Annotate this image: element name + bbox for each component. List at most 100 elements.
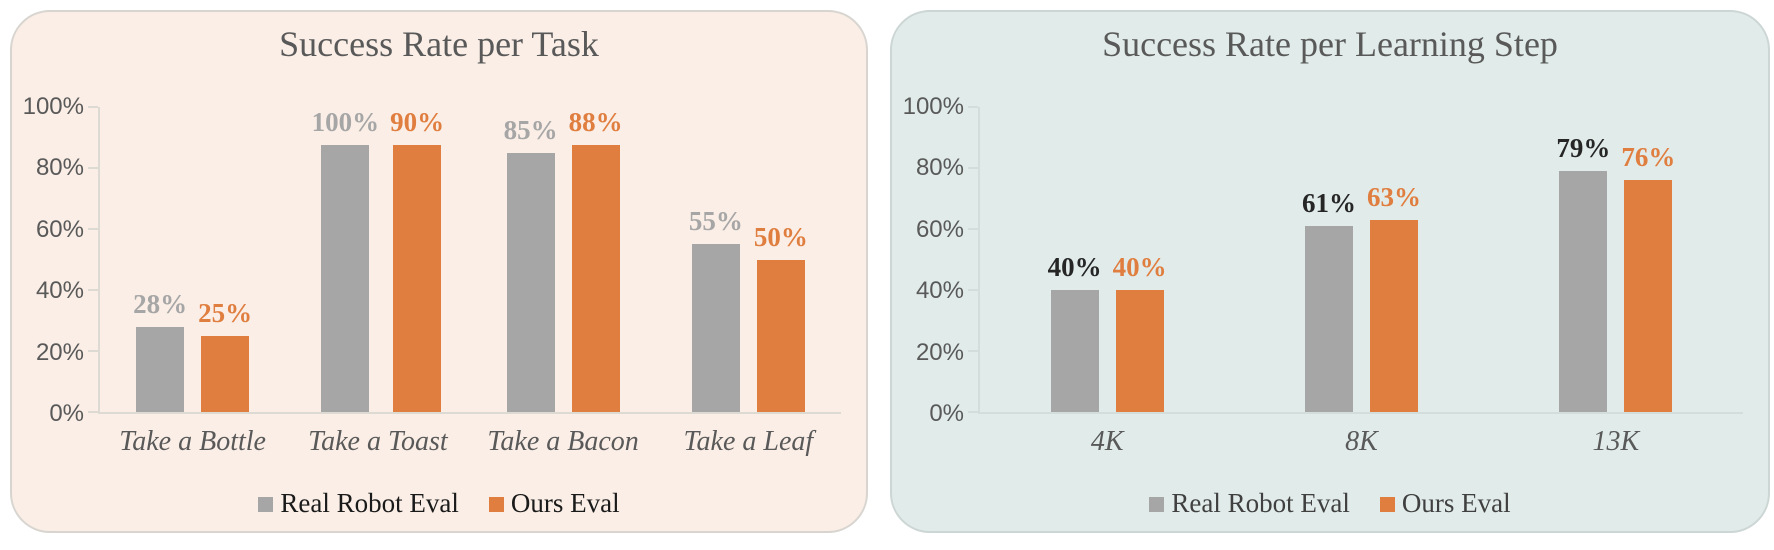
legend-item-real-robot-eval: Real Robot Eval: [258, 486, 459, 520]
bar-column: 76%: [1621, 107, 1675, 412]
bar-column: 25%: [198, 107, 252, 412]
bar-value-label: 61%: [1301, 187, 1356, 218]
bar-column: 88%: [569, 107, 623, 412]
y-axis: 100% 80% 60% 40% 20% 0%: [892, 93, 978, 427]
legend: Real Robot Eval Ours Eval: [892, 486, 1768, 520]
y-axis-tick: [968, 167, 978, 169]
bar-column: 100%: [311, 107, 380, 412]
y-axis-tick: [968, 289, 978, 291]
y-axis-tick: [88, 106, 98, 108]
y-axis-tick-label: 40%: [915, 277, 964, 305]
bar-real-robot-eval: [1304, 225, 1353, 412]
bar-value-label: 76%: [1621, 142, 1676, 173]
chart-panel-success-rate-per-task: Success Rate per Task 100% 80% 60% 40% 20% 0%…: [10, 10, 868, 533]
bar-column: 40%: [1048, 107, 1102, 412]
bar-value-label: 90%: [390, 107, 445, 137]
legend-label: Ours Eval: [1401, 488, 1511, 518]
legend-marker: [258, 497, 274, 512]
y-axis: 100% 80% 60% 40% 20% 0%: [12, 93, 98, 427]
bar-value-label: 85%: [503, 114, 558, 145]
bar-ours-eval: [1624, 180, 1673, 412]
y-axis-tick: [968, 411, 978, 413]
bar-ours-eval: [393, 145, 442, 412]
category-label: Take a Bottle: [119, 426, 266, 457]
bar-value-label: 40%: [1047, 252, 1102, 282]
legend-label: Real Robot Eval: [1171, 488, 1350, 518]
bar-column: 55%: [689, 107, 743, 412]
y-axis-tick-label: 60%: [915, 215, 964, 243]
figure-canvas: Success Rate per Task 100% 80% 60% 40% 20% 0%…: [10, 10, 1770, 533]
y-axis-tick-label: 0%: [49, 400, 84, 427]
chart-title: Success Rate per Task: [279, 24, 599, 64]
bar-group-take-a-leaf: 55% 50%: [656, 107, 841, 412]
y-axis-tick: [968, 106, 978, 108]
bar-pair: 55% 50%: [689, 107, 808, 412]
bar-pair: 40% 40%: [1048, 107, 1167, 412]
plot-area: 40% 40% 61% 63% 79% 76%: [968, 106, 1743, 414]
y-axis-tick-label: 100%: [902, 93, 964, 120]
bar-ours-eval: [756, 259, 805, 412]
bar-column: 63%: [1367, 107, 1421, 412]
y-axis-tick: [88, 411, 98, 413]
legend-item-real-robot-eval: Real Robot Eval: [1149, 486, 1350, 520]
bar-value-label: 100%: [311, 107, 380, 137]
category-label: Take a Leaf: [683, 426, 814, 457]
bar-real-robot-eval: [1050, 290, 1099, 412]
bar-ours-eval: [1115, 290, 1164, 412]
bar-column: 85%: [504, 107, 558, 412]
bar-value-label: 50%: [753, 221, 808, 252]
category-label: 8K: [1345, 426, 1378, 457]
category-label: 4K: [1090, 426, 1124, 457]
category-label: 13K: [1592, 426, 1640, 457]
bar-pair: 61% 63%: [1302, 107, 1421, 412]
y-axis-tick-label: 20%: [915, 338, 964, 366]
y-axis-tick: [968, 228, 978, 230]
bar-column: 79%: [1556, 107, 1610, 412]
category-label: Take a Toast: [308, 426, 448, 457]
y-axis-tick-label: 80%: [35, 154, 84, 182]
legend-item-ours-eval: Ours Eval: [1379, 486, 1511, 520]
bar-pair: 28% 25%: [133, 107, 252, 412]
x-axis-labels: Take a Bottle Take a Toast Take a Bacon Tak…: [12, 422, 866, 462]
bar-pair: 100% 90%: [311, 107, 444, 412]
bar-ours-eval: [571, 145, 620, 412]
bar-real-robot-eval: [691, 244, 740, 412]
bar-group-take-a-bacon: 85% 88%: [471, 107, 656, 412]
y-axis-tick-label: 20%: [35, 338, 84, 366]
legend-label: Real Robot Eval: [280, 488, 459, 518]
y-axis-tick-label: 100%: [22, 93, 84, 120]
y-axis-tick-label: 60%: [35, 215, 84, 243]
bar-group-4k: 40% 40%: [980, 107, 1234, 412]
bar-value-label: 88%: [568, 107, 623, 137]
bar-value-label: 28%: [133, 288, 188, 319]
bar-column: 90%: [390, 107, 444, 412]
bar-value-label: 79%: [1556, 133, 1611, 164]
category-label: Take a Bacon: [487, 426, 639, 457]
chart-body: 100% 80% 60% 40% 20% 0% 28% 25% 100% 90% 85% 88% 55…: [12, 93, 841, 427]
bar-pair: 85% 88%: [504, 107, 623, 412]
bar-real-robot-eval: [1559, 171, 1608, 412]
legend-marker: [1379, 497, 1395, 512]
bar-ours-eval: [201, 335, 250, 412]
y-axis-tick-label: 80%: [915, 154, 964, 182]
y-axis-tick: [88, 289, 98, 291]
y-axis-tick: [88, 167, 98, 169]
bar-real-robot-eval: [136, 326, 185, 412]
y-axis-tick-label: 40%: [35, 277, 84, 305]
bar-column: 28%: [133, 107, 187, 412]
y-axis-tick-label: 0%: [929, 400, 964, 427]
x-axis-labels: 4K 8K 13K: [892, 422, 1768, 462]
legend-item-ours-eval: Ours Eval: [488, 486, 620, 520]
y-axis-tick: [88, 350, 98, 352]
bar-column: 61%: [1302, 107, 1356, 412]
bar-group-take-a-toast: 100% 90%: [285, 107, 470, 412]
plot-area: 28% 25% 100% 90% 85% 88% 55% 50%: [88, 106, 841, 414]
bar-real-robot-eval: [506, 152, 555, 412]
chart-panel-success-rate-per-learning-step: Success Rate per Learning Step 100% 80% 60…: [890, 10, 1770, 533]
y-axis-tick: [88, 228, 98, 230]
bar-ours-eval: [1369, 219, 1418, 412]
bar-column: 40%: [1113, 107, 1167, 412]
bar-pair: 79% 76%: [1556, 107, 1675, 412]
bar-column: 50%: [754, 107, 808, 412]
legend-marker: [488, 497, 504, 512]
